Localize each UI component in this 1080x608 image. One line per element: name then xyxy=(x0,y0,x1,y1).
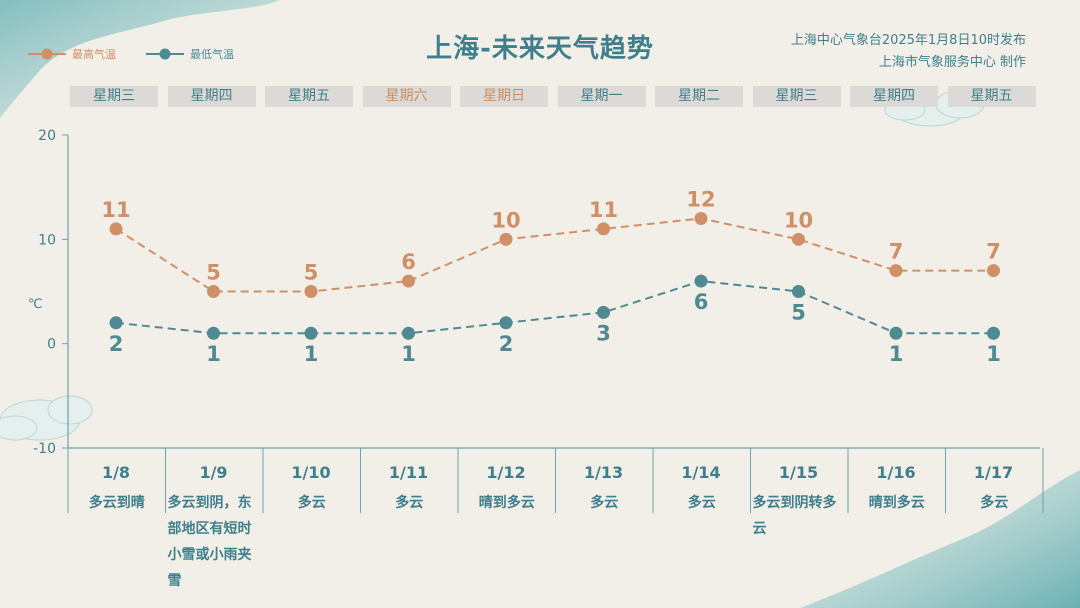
high-temp-point xyxy=(889,264,903,278)
high-temp-label: 7 xyxy=(986,240,1001,264)
weather-condition-label: 多云 xyxy=(590,495,619,511)
high-temp-point xyxy=(987,264,1000,278)
high-temp-label: 11 xyxy=(101,198,130,222)
low-temp-point xyxy=(109,316,123,330)
weekday-label: 星期一 xyxy=(557,86,646,107)
date-label: 1/10 xyxy=(291,463,331,482)
low-temp-label: 5 xyxy=(791,301,806,325)
weather-condition-label: 多云到阴转多云 xyxy=(752,495,837,537)
publisher-info: 上海中心气象台2025年1月8日10时发布 上海市气象服务中心 制作 xyxy=(791,30,1026,74)
page-title: 上海-未来天气趋势 xyxy=(426,34,654,64)
low-temp-point xyxy=(499,316,513,330)
legend-low: 最低气温 xyxy=(146,44,234,64)
y-tick-label: 0 xyxy=(47,337,56,353)
high-temp-point xyxy=(792,232,805,246)
low-temp-label: 2 xyxy=(109,332,124,356)
cloud-icon xyxy=(0,395,93,441)
publisher-line: 上海中心气象台2025年1月8日10时发布 xyxy=(790,33,1026,48)
high-temp-point xyxy=(304,285,318,298)
high-temp-label: 5 xyxy=(206,261,221,285)
low-temp-point xyxy=(694,274,708,288)
weekday-label: 星期五 xyxy=(947,86,1036,107)
low-temp-point xyxy=(402,326,415,340)
low-temp-label: 1 xyxy=(206,342,221,366)
low-temp-point xyxy=(889,326,903,340)
high-temp-label: 12 xyxy=(686,187,715,211)
high-temp-label: 10 xyxy=(491,208,520,232)
low-temp-label: 6 xyxy=(694,290,709,314)
high-temp-point xyxy=(402,274,415,288)
publisher-line: 上海市气象服务中心 制作 xyxy=(878,55,1026,70)
weather-condition-label: 多云 xyxy=(297,495,326,511)
date-label: 1/11 xyxy=(388,463,429,482)
weekday-label: 星期四 xyxy=(167,86,256,107)
weather-condition-label: 多云 xyxy=(395,495,424,511)
high-temp-line xyxy=(115,217,994,293)
weekday-row: 星期三 星期四 星期五 星期六 星期日 星期一 星期二 星期三 星期四 星期五 xyxy=(70,86,1040,108)
weekday-label: 星期四 xyxy=(850,86,938,107)
y-tick-label: 20 xyxy=(38,128,56,144)
weekday-label: 星期二 xyxy=(655,86,743,107)
low-temp-label: 1 xyxy=(401,342,416,366)
top-left-wave xyxy=(0,0,280,118)
high-temp-label: 5 xyxy=(304,261,319,285)
high-temp-point xyxy=(499,232,513,246)
weather-condition-label: 多云到阴，东部地区有短时小雪或小雨夹雪 xyxy=(167,495,252,589)
date-label: 1/14 xyxy=(681,463,721,482)
bottom-right-wave xyxy=(800,470,1080,608)
weather-condition-label: 晴到多云 xyxy=(478,495,535,511)
legend-high: 最高气温 xyxy=(28,44,116,64)
date-label: 1/13 xyxy=(583,463,624,482)
low-temp-point xyxy=(792,285,805,298)
legend-high-marker xyxy=(28,48,66,60)
weekday-label: 星期六 xyxy=(362,86,451,107)
high-temp-point xyxy=(694,211,708,225)
date-label: 1/16 xyxy=(876,463,916,482)
low-temp-label: 1 xyxy=(889,342,904,366)
low-temp-point xyxy=(987,326,1000,340)
low-temp-label: 3 xyxy=(596,321,611,345)
date-label: 1/15 xyxy=(778,463,819,482)
low-temp-line xyxy=(115,280,994,335)
date-label: 1/17 xyxy=(973,463,1014,482)
weather-condition-label: 多云到晴 xyxy=(88,495,145,511)
weekday-label: 星期日 xyxy=(460,86,548,107)
low-temp-label: 1 xyxy=(304,342,319,366)
y-tick-label: 10 xyxy=(38,232,56,248)
low-temp-label: 1 xyxy=(986,342,1001,366)
high-temp-label: 6 xyxy=(401,250,416,274)
weekday-label: 星期五 xyxy=(265,86,353,107)
weekday-label: 星期三 xyxy=(70,86,158,107)
high-temp-point xyxy=(207,285,220,298)
y-tick-label: -10 xyxy=(33,441,56,457)
low-temp-point xyxy=(207,326,220,340)
date-label: 1/9 xyxy=(199,463,228,482)
low-temp-label: 2 xyxy=(499,332,514,356)
weather-condition-label: 多云 xyxy=(687,495,716,511)
low-temp-point xyxy=(597,305,610,319)
high-temp-point xyxy=(597,222,610,236)
date-label: 1/12 xyxy=(486,463,526,482)
legend-low-marker xyxy=(146,48,184,60)
low-temp-point xyxy=(304,326,318,340)
high-temp-label: 10 xyxy=(784,208,813,232)
weather-condition-label: 晴到多云 xyxy=(868,495,925,511)
legend-high-label: 最高气温 xyxy=(72,48,116,61)
weekday-label: 星期三 xyxy=(752,86,841,107)
high-temp-point xyxy=(109,222,123,236)
high-temp-label: 7 xyxy=(889,240,904,264)
high-temp-label: 11 xyxy=(589,198,618,222)
y-axis-unit: ℃ xyxy=(28,297,43,312)
date-label: 1/8 xyxy=(101,463,131,482)
weather-condition-label: 多云 xyxy=(980,495,1009,511)
legend-low-label: 最低气温 xyxy=(190,48,234,61)
